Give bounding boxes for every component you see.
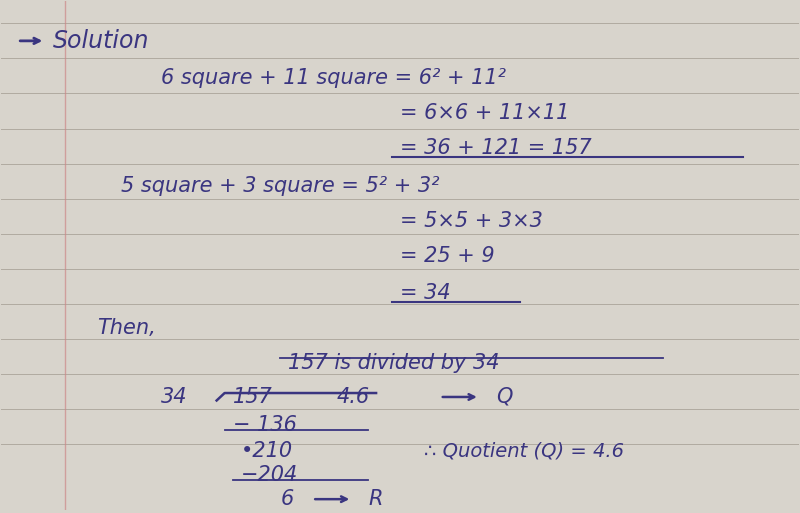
Text: 4.6: 4.6 xyxy=(336,387,370,407)
Text: 34: 34 xyxy=(161,387,187,407)
Text: •210: •210 xyxy=(241,441,293,461)
Text: = 6×6 + 11×11: = 6×6 + 11×11 xyxy=(400,103,570,123)
Text: 157 is divided by 34: 157 is divided by 34 xyxy=(288,353,500,373)
Text: = 34: = 34 xyxy=(400,283,450,303)
Text: Q: Q xyxy=(496,387,512,407)
Text: − 136: − 136 xyxy=(233,415,297,435)
Text: = 36 + 121 = 157: = 36 + 121 = 157 xyxy=(400,139,592,159)
Text: 6: 6 xyxy=(281,489,294,509)
Text: = 25 + 9: = 25 + 9 xyxy=(400,246,494,266)
Text: Solution: Solution xyxy=(54,29,150,53)
Text: 157: 157 xyxy=(233,387,272,407)
Text: 5 square + 3 square = 5² + 3²: 5 square + 3 square = 5² + 3² xyxy=(121,175,439,195)
Text: 6 square + 11 square = 6² + 11²: 6 square + 11 square = 6² + 11² xyxy=(161,68,506,88)
Text: ∴ Quotient (Q) = 4.6: ∴ Quotient (Q) = 4.6 xyxy=(424,441,624,461)
Text: R: R xyxy=(368,489,382,509)
Text: −204: −204 xyxy=(241,465,298,485)
Text: = 5×5 + 3×3: = 5×5 + 3×3 xyxy=(400,211,543,231)
Text: Then,: Then, xyxy=(97,318,156,338)
